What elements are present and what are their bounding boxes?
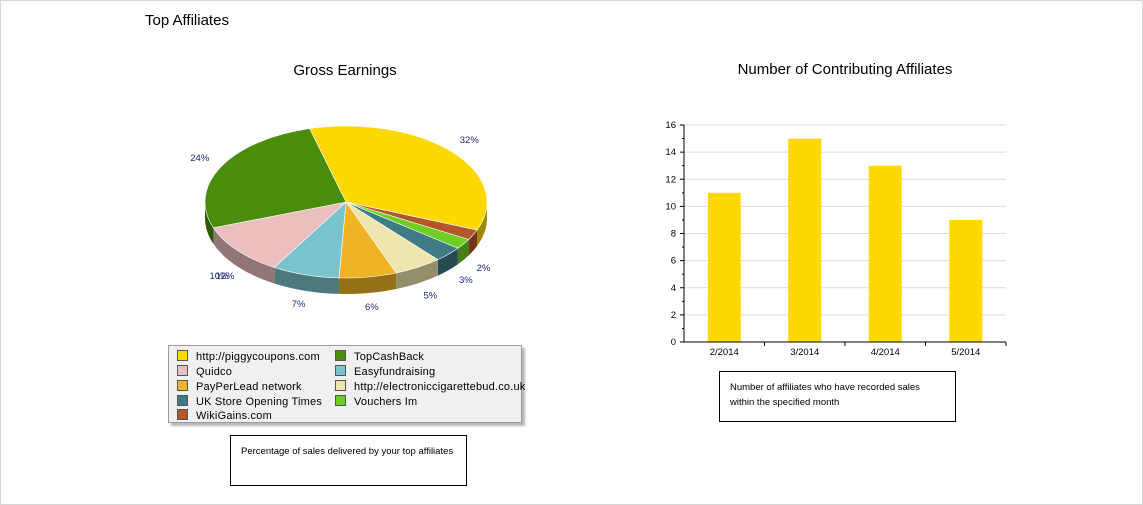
legend-item: WikiGains.com xyxy=(177,409,272,422)
y-tick-label: 16 xyxy=(665,120,676,131)
legend-label: Easyfundraising xyxy=(354,366,436,378)
pie-chart-note: Percentage of sales delivered by your to… xyxy=(230,435,467,486)
pie-slice-0 xyxy=(309,125,488,231)
legend-item: http://electroniccigarettebud.co.uk xyxy=(335,380,525,393)
y-tick-label: 12 xyxy=(665,174,676,185)
y-tick-label: 6 xyxy=(671,256,676,267)
pie-label-5: 6% xyxy=(365,302,379,313)
pie-sides xyxy=(205,202,487,294)
pie-extra-label-0: 12% xyxy=(215,271,235,282)
pie-side-6-0 xyxy=(274,267,339,294)
pie-side-5-0 xyxy=(338,273,397,294)
y-tick-label: 10 xyxy=(665,201,676,212)
legend-label: WikiGains.com xyxy=(196,410,272,422)
pie-label-6: 7% xyxy=(292,299,306,310)
legend-item: Quidco xyxy=(177,365,232,378)
pie-label-4: 5% xyxy=(424,290,438,301)
legend-swatch xyxy=(335,365,346,376)
legend-item: http://piggycoupons.com xyxy=(177,350,320,363)
bar-chart-title: Number of Contributing Affiliates xyxy=(737,61,953,78)
legend-swatch xyxy=(177,380,188,391)
pie-legend: http://piggycoupons.com TopCashBack Quidco… xyxy=(168,345,525,423)
pie-side-0-0 xyxy=(477,202,487,247)
y-tick-label: 8 xyxy=(671,229,676,240)
bar-chart-note: Number of affiliates who have recorded s… xyxy=(719,371,956,422)
pie-side-7-0 xyxy=(213,227,275,284)
pie-label-0: 32% xyxy=(460,135,480,146)
legend-swatch xyxy=(335,350,346,361)
y-tick-label: 4 xyxy=(671,283,676,294)
legend-label: http://electroniccigarettebud.co.uk xyxy=(354,381,526,393)
legend-swatch xyxy=(177,365,188,376)
pie-label-7: 10% xyxy=(210,271,230,282)
legend-swatch xyxy=(177,395,188,406)
pie-side-2-0 xyxy=(457,239,469,265)
y-tick-label: 0 xyxy=(671,337,676,348)
legend-label: UK Store Opening Times xyxy=(196,396,323,408)
y-tick-label: 14 xyxy=(665,147,676,158)
pie-side-3-0 xyxy=(437,248,458,276)
x-tick-label: 5/2014 xyxy=(951,347,980,358)
legend-item: Vouchers Im xyxy=(335,395,417,408)
bar-3 xyxy=(949,219,983,342)
x-tick-label: 3/2014 xyxy=(790,347,819,358)
y-tick-label: 2 xyxy=(671,310,676,321)
x-tick-label: 2/2014 xyxy=(710,347,739,358)
legend-label: TopCashBack xyxy=(354,351,425,363)
pie-side-8-0 xyxy=(205,202,214,244)
legend-label: Quidco xyxy=(196,366,233,378)
legend-item: TopCashBack xyxy=(335,350,424,363)
pie-top xyxy=(204,125,488,279)
legend-swatch xyxy=(177,409,188,420)
legend-swatch xyxy=(335,380,346,391)
legend-item: PayPerLead network xyxy=(177,380,302,393)
legend-label: Vouchers Im xyxy=(354,396,418,408)
pie-chart-title: Gross Earnings xyxy=(293,62,397,79)
legend-label: PayPerLead network xyxy=(196,381,302,393)
pie-label-8: 24% xyxy=(190,153,210,164)
x-tick-label: 4/2014 xyxy=(871,347,900,358)
legend-item: Easyfundraising xyxy=(335,365,435,378)
legend-label: http://piggycoupons.com xyxy=(196,351,320,363)
pie-slice-8 xyxy=(204,128,347,229)
legend-swatch xyxy=(335,395,346,406)
pie-side-4-0 xyxy=(396,259,438,290)
bar-0 xyxy=(707,192,741,342)
pie-label-3: 3% xyxy=(459,275,473,286)
pie-label-2: 2% xyxy=(477,263,491,274)
legend-item: UK Store Opening Times xyxy=(177,395,322,408)
bar-1 xyxy=(788,138,822,342)
pie-slice-7 xyxy=(212,201,347,268)
legend-swatch xyxy=(177,350,188,361)
bar-2 xyxy=(868,165,902,342)
page-title: Top Affiliates xyxy=(145,12,229,29)
pie-side-1-0 xyxy=(468,230,478,256)
